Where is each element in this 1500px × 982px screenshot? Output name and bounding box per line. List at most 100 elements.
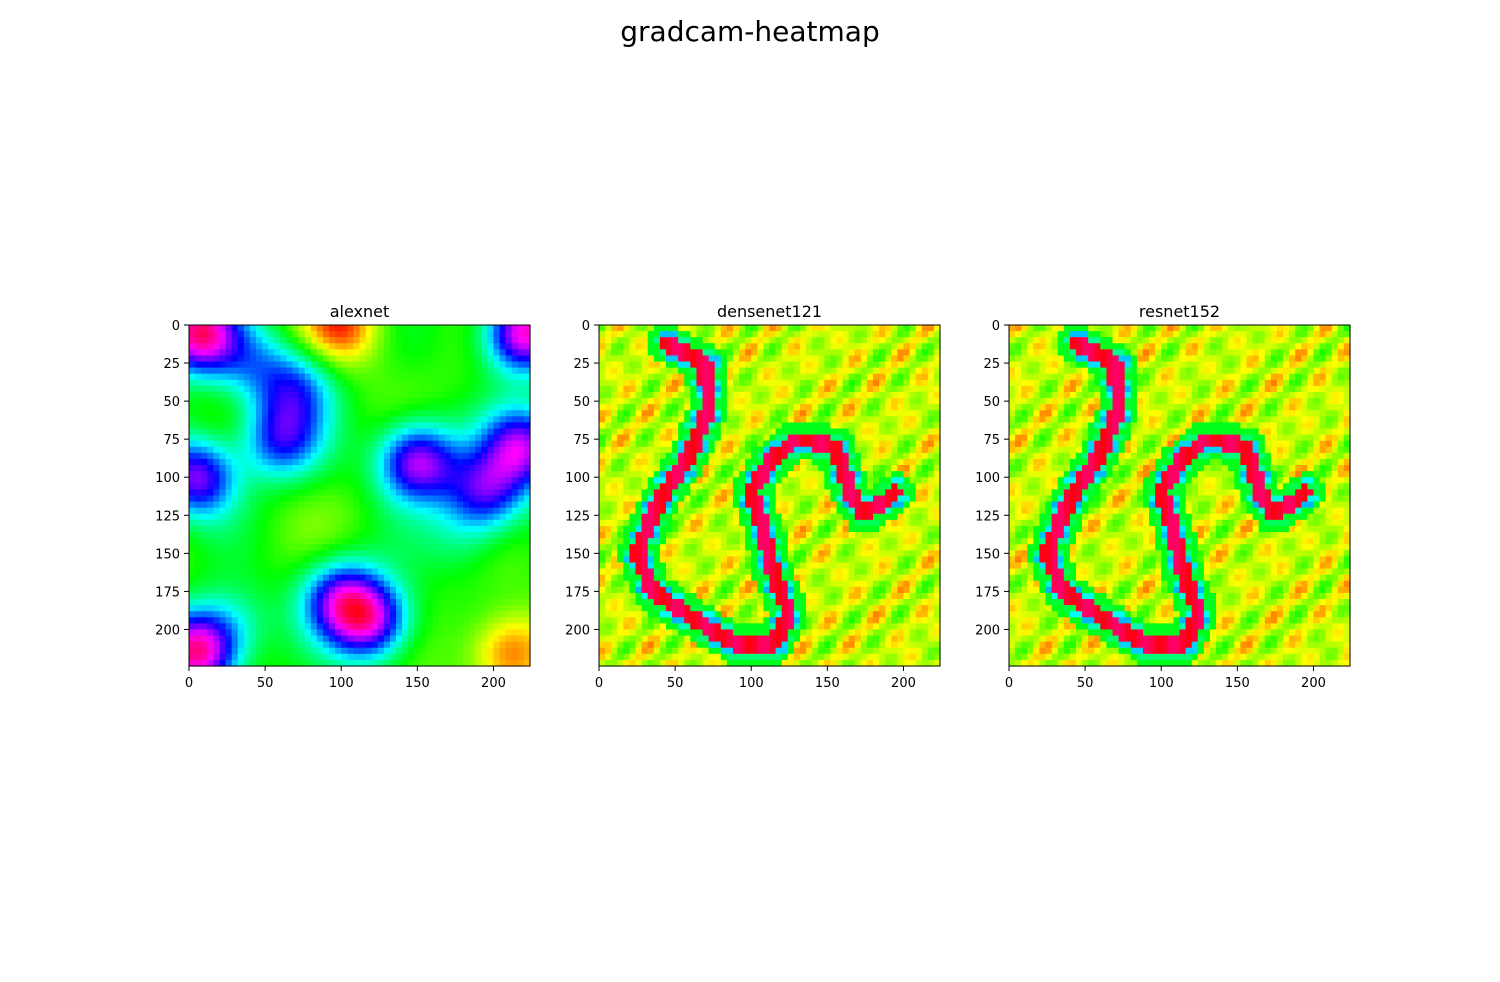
heatmap-cell: [335, 562, 342, 570]
heatmap-cell: [499, 325, 507, 332]
heatmap-cell: [280, 550, 288, 557]
heatmap-cell: [499, 465, 507, 472]
heatmap-cell: [702, 477, 710, 484]
heatmap-cell: [463, 331, 470, 338]
heatmap-cell: [909, 483, 917, 491]
heatmap-cell: [298, 489, 306, 497]
heatmap-cell: [450, 532, 458, 539]
heatmap-cell: [517, 519, 525, 527]
heatmap-cell: [505, 331, 513, 338]
heatmap-cell: [450, 538, 458, 545]
heatmap-cell: [243, 385, 251, 393]
heatmap-cell: [921, 361, 929, 369]
heatmap-cell: [274, 458, 281, 466]
heatmap-cell: [836, 501, 844, 509]
heatmap-cell: [420, 337, 428, 344]
heatmap-cell: [726, 331, 734, 338]
heatmap-cell: [517, 379, 525, 387]
heatmap-cell: [696, 367, 704, 375]
heatmap-cell: [359, 398, 367, 405]
heatmap-cell: [469, 623, 476, 631]
heatmap-cell: [201, 538, 208, 545]
heatmap-cell: [873, 507, 880, 515]
heatmap-cell: [286, 398, 294, 405]
heatmap-cell: [517, 647, 525, 655]
heatmap-cell: [885, 501, 892, 509]
heatmap-cell: [830, 398, 838, 405]
heatmap-cell: [921, 422, 929, 430]
heatmap-cell: [316, 446, 324, 454]
heatmap-cell: [383, 361, 391, 369]
heatmap-cell: [426, 519, 434, 527]
heatmap-cell: [304, 495, 312, 503]
heatmap-cell: [255, 434, 263, 442]
heatmap-cell: [799, 391, 807, 399]
heatmap-cell: [456, 556, 464, 564]
heatmap-cell: [341, 562, 348, 570]
heatmap-cell: [408, 617, 415, 624]
heatmap-cell: [207, 349, 214, 357]
heatmap-cell: [268, 611, 275, 618]
heatmap-cell: [469, 331, 476, 338]
heatmap-cell: [237, 416, 245, 424]
heatmap-cell: [322, 477, 330, 484]
heatmap-cell: [505, 556, 513, 564]
heatmap-cell: [189, 617, 196, 624]
heatmap-cell: [921, 355, 929, 363]
heatmap-cell: [243, 629, 251, 637]
heatmap-cell: [787, 422, 795, 430]
heatmap-cell: [487, 452, 495, 460]
heatmap-cell: [775, 404, 783, 411]
heatmap-cell: [824, 483, 831, 491]
heatmap-cell: [927, 465, 935, 472]
heatmap-cell: [511, 428, 519, 436]
heatmap-cell: [623, 331, 631, 338]
heatmap-cell: [255, 513, 263, 521]
heatmap-cell: [635, 495, 643, 503]
heatmap-cell: [475, 513, 482, 521]
heatmap-cell: [219, 349, 227, 357]
heatmap-cell: [629, 428, 637, 436]
heatmap-cell: [377, 611, 385, 618]
heatmap-cell: [280, 599, 288, 606]
heatmap-cell: [444, 580, 452, 588]
heatmap-cell: [444, 592, 452, 600]
heatmap-cell: [927, 471, 935, 478]
heatmap-cell: [286, 379, 294, 387]
heatmap-cell: [322, 617, 330, 624]
heatmap-cell: [225, 562, 233, 570]
heatmap-cell: [402, 507, 409, 515]
heatmap-cell: [237, 550, 245, 557]
heatmap-cell: [335, 379, 342, 387]
heatmap-cell: [726, 343, 734, 350]
heatmap-cell: [708, 337, 716, 344]
heatmap-cell: [408, 653, 415, 661]
heatmap-cell: [225, 574, 233, 582]
heatmap-cell: [414, 544, 421, 551]
heatmap-cell: [732, 428, 740, 436]
heatmap-cell: [450, 361, 458, 369]
heatmap-cell: [757, 398, 765, 405]
heatmap-cell: [359, 391, 367, 399]
heatmap-cell: [909, 458, 917, 466]
heatmap-cell: [237, 367, 245, 375]
heatmap-cell: [383, 373, 391, 381]
heatmap-cell: [237, 641, 245, 649]
heatmap-cell: [402, 331, 409, 338]
heatmap-cell: [745, 422, 752, 430]
heatmap-cell: [262, 458, 269, 466]
heatmap-cell: [879, 410, 886, 417]
heatmap-cell: [383, 592, 391, 600]
heatmap-cell: [487, 568, 495, 576]
heatmap-cell: [818, 489, 825, 497]
heatmap-cell: [396, 458, 403, 466]
heatmap-cell: [377, 513, 385, 521]
heatmap-cell: [268, 446, 275, 454]
heatmap-cell: [499, 647, 507, 655]
heatmap-cell: [469, 635, 476, 643]
heatmap-cell: [806, 458, 813, 466]
heatmap-cell: [708, 422, 716, 430]
heatmap-cell: [745, 519, 752, 527]
heatmap-cell: [903, 452, 911, 460]
heatmap-cell: [599, 343, 606, 350]
